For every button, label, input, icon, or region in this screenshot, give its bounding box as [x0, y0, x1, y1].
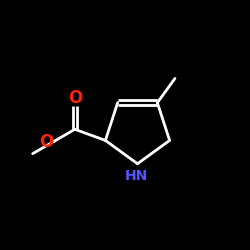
Text: HN: HN: [124, 169, 148, 183]
Text: O: O: [39, 134, 54, 152]
Text: O: O: [68, 89, 82, 107]
